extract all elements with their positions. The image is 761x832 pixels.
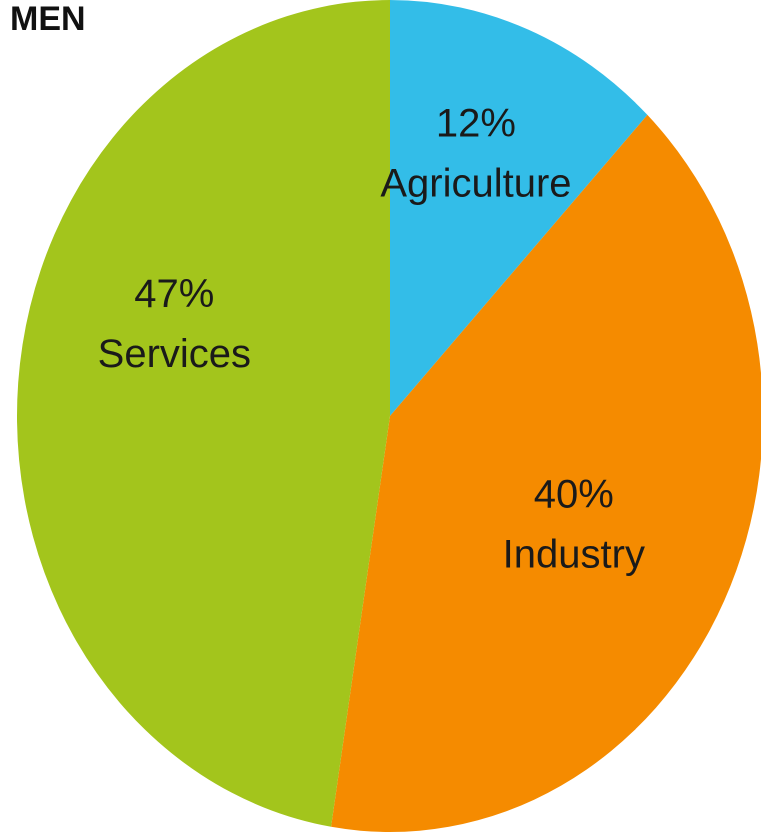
pie-category-label-services: Services bbox=[98, 332, 251, 376]
pie-slices bbox=[16, 0, 761, 832]
chart-title: MEN bbox=[10, 0, 86, 38]
pie-slice-services bbox=[16, 0, 391, 827]
pie-category-label-industry: Industry bbox=[503, 533, 645, 577]
pie-value-label-services: 47% bbox=[134, 272, 214, 316]
pie-slice-agriculture bbox=[390, 0, 648, 416]
pie-value-label-industry: 40% bbox=[534, 473, 614, 517]
pie-value-label-agriculture: 12% bbox=[436, 102, 516, 146]
pie-labels: 12% Agriculture 40% Industry 47% Services bbox=[98, 102, 645, 577]
pie-category-label-agriculture: Agriculture bbox=[380, 162, 571, 206]
pie-slice-industry bbox=[331, 114, 761, 832]
